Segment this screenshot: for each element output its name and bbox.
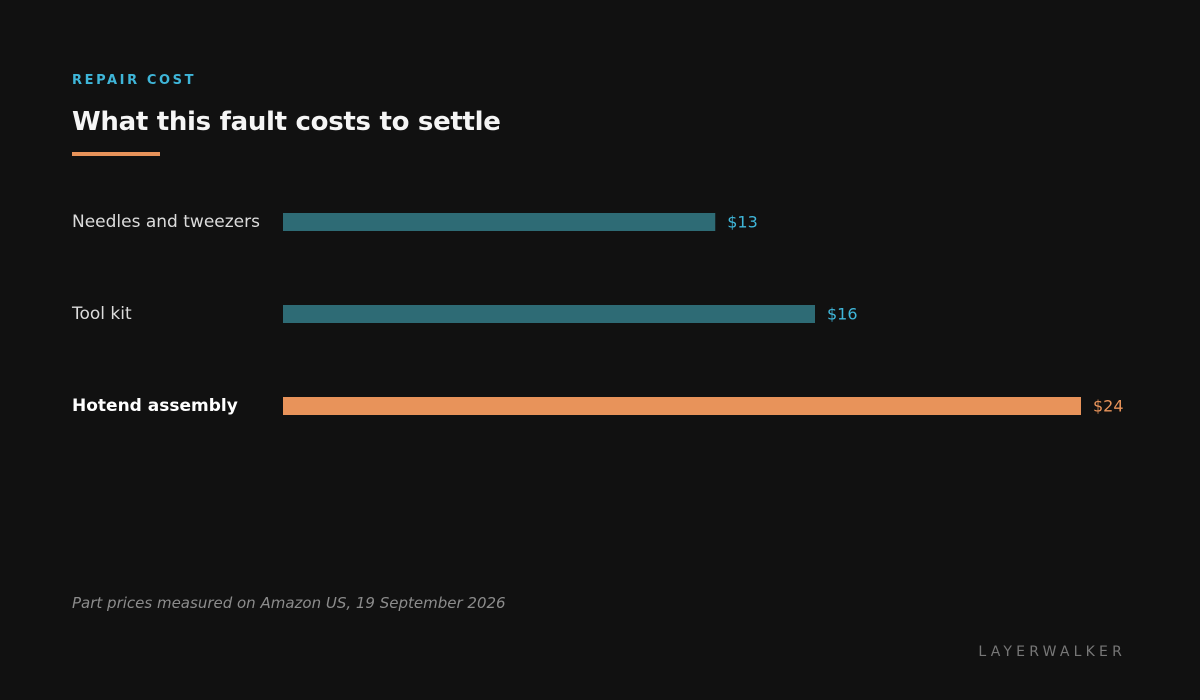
bar: [283, 397, 1081, 415]
value-label: $16: [827, 305, 858, 324]
category-label: Hotend assembly: [72, 396, 238, 416]
category-label: Needles and tweezers: [72, 212, 260, 232]
chart-title: What this fault costs to settle: [72, 107, 501, 137]
source-footnote: Part prices measured on Amazon US, 19 Se…: [72, 594, 506, 612]
title-accent-rule: [72, 152, 160, 156]
bar: [283, 213, 716, 231]
value-label: $13: [727, 213, 758, 232]
brand-wordmark: LAYERWALKER: [978, 644, 1126, 660]
category-label: Tool kit: [71, 304, 132, 324]
bar: [283, 305, 815, 323]
chart-eyebrow: REPAIR COST: [72, 73, 197, 88]
value-label: $24: [1093, 397, 1124, 416]
